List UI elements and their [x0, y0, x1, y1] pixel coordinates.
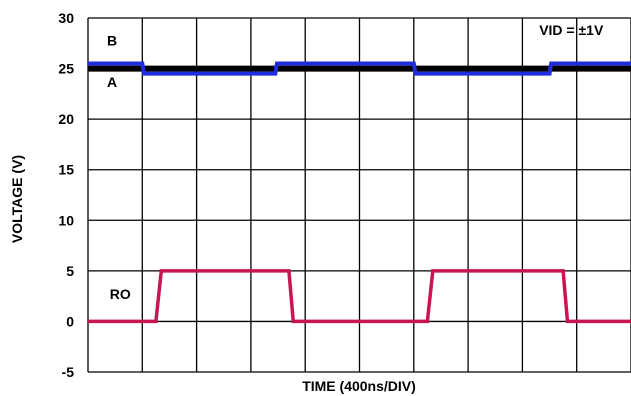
- y-tick-label: 0: [66, 313, 74, 329]
- y-tick-label: 20: [58, 111, 74, 127]
- x-axis-title: TIME (400ns/DIV): [302, 378, 416, 394]
- series-b-line: [88, 61, 631, 76]
- annotation-label: VID = ±1V: [539, 22, 604, 38]
- annotation-label: RO: [110, 286, 131, 302]
- y-tick-label: -5: [62, 364, 75, 380]
- y-tick-labels: 30 25 20 15 10 5 0 -5: [58, 10, 74, 380]
- y-tick-label: 15: [58, 162, 74, 178]
- y-tick-label: 25: [58, 61, 74, 77]
- y-tick-label: 5: [66, 263, 74, 279]
- y-tick-label: 10: [58, 212, 74, 228]
- y-axis-title: VOLTAGE (V): [9, 155, 25, 243]
- traces: [88, 61, 631, 324]
- series-ro-line: [88, 269, 631, 324]
- y-tick-label: 30: [58, 10, 74, 26]
- annotation-label: B: [107, 32, 117, 48]
- annotation-label: A: [107, 74, 117, 90]
- annotations: VID = ±1V B A RO: [107, 22, 604, 302]
